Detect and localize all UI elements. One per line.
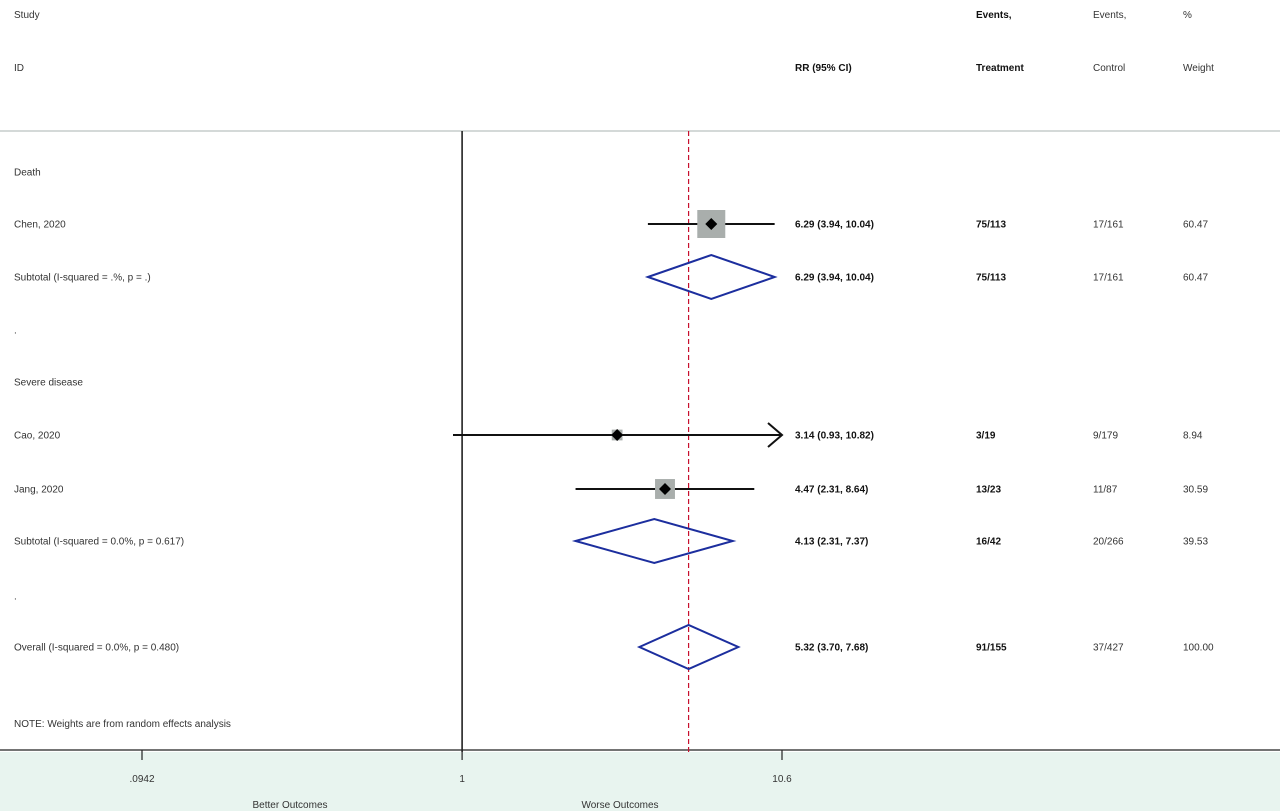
row-weight: 60.47 <box>1183 273 1208 284</box>
header-events-treatment-2: Treatment <box>976 63 1024 74</box>
ci-arrow <box>767 422 784 448</box>
x-tick-label: .0942 <box>129 774 154 785</box>
point-estimate <box>705 218 718 230</box>
row-label: Death <box>14 168 41 179</box>
header-weight-1: % <box>1183 10 1192 21</box>
row-events-treatment: 3/19 <box>976 431 996 442</box>
row-ci-text: 6.29 (3.94, 10.04) <box>795 273 874 284</box>
subtotal-diamond <box>644 253 778 301</box>
header-events-control-1: Events, <box>1093 10 1126 21</box>
forest-row: Subtotal (I-squared = .%, p = .) 6.29 (3.… <box>14 253 1208 301</box>
reference-lines <box>461 131 690 752</box>
footer-band <box>0 752 1280 811</box>
header-events-control-2: Control <box>1093 63 1125 74</box>
row-label: . <box>14 592 17 603</box>
header-id: ID <box>14 63 24 74</box>
row-weight: 39.53 <box>1183 537 1208 548</box>
footer-better: Better Outcomes <box>252 800 327 811</box>
row-events-control: 17/161 <box>1093 273 1124 284</box>
row-events-control: 17/161 <box>1093 220 1124 231</box>
forest-row: Chen, 2020 6.29 (3.94, 10.04) 75/113 17/161… <box>14 210 1208 238</box>
header-weight-2: Weight <box>1183 63 1214 74</box>
forest-row: Cao, 2020 3.14 (0.93, 10.82) 3/19 9/179 8.94 <box>14 422 1203 448</box>
row-label: Severe disease <box>14 378 83 389</box>
x-tick-label: 1 <box>459 774 465 785</box>
row-weight: 60.47 <box>1183 220 1208 231</box>
x-axis: .0942 1 10.6 <box>129 750 792 785</box>
forest-row: Death <box>14 168 41 179</box>
row-events-treatment: 91/155 <box>976 643 1007 654</box>
row-events-control: 20/266 <box>1093 537 1124 548</box>
row-events-treatment: 13/23 <box>976 485 1001 496</box>
footer-worse: Worse Outcomes <box>581 800 658 811</box>
header-rr: RR (95% CI) <box>795 63 852 74</box>
row-ci-text: 3.14 (0.93, 10.82) <box>795 431 874 442</box>
point-estimate <box>658 483 671 495</box>
row-label: Subtotal (I-squared = 0.0%, p = 0.617) <box>14 537 184 548</box>
forest-row: . <box>14 592 17 603</box>
forest-row: Overall (I-squared = 0.0%, p = 0.480) 5.3… <box>14 623 1214 671</box>
note-text: NOTE: Weights are from random effects an… <box>14 719 231 730</box>
row-events-treatment: 75/113 <box>976 273 1006 284</box>
row-events-control: 11/87 <box>1093 485 1118 496</box>
row-label: Chen, 2020 <box>14 220 66 231</box>
study-rows: Death Chen, 2020 6.29 (3.94, 10.04) 75/113 1… <box>14 168 1214 671</box>
header-study: Study <box>14 10 40 21</box>
row-events-control: 37/427 <box>1093 643 1124 654</box>
row-events-treatment: 16/42 <box>976 537 1001 548</box>
row-label: Overall (I-squared = 0.0%, p = 0.480) <box>14 643 179 654</box>
row-label: . <box>14 326 17 337</box>
header-events-treatment-1: Events, <box>976 10 1012 21</box>
row-weight: 8.94 <box>1183 431 1203 442</box>
forest-row: Subtotal (I-squared = 0.0%, p = 0.617) 4.… <box>14 517 1208 565</box>
forest-row: . <box>14 326 17 337</box>
row-events-treatment: 75/113 <box>976 220 1006 231</box>
row-label: Cao, 2020 <box>14 431 61 442</box>
row-ci-text: 5.32 (3.70, 7.68) <box>795 643 868 654</box>
row-weight: 100.00 <box>1183 643 1214 654</box>
row-label: Jang, 2020 <box>14 485 64 496</box>
row-label: Subtotal (I-squared = .%, p = .) <box>14 273 151 284</box>
point-estimate <box>611 429 624 441</box>
x-tick-label: 10.6 <box>772 774 792 785</box>
overall-diamond <box>636 623 741 671</box>
subtotal-diamond <box>571 517 737 565</box>
row-ci-text: 4.47 (2.31, 8.64) <box>795 485 868 496</box>
row-weight: 30.59 <box>1183 485 1208 496</box>
forest-row: Severe disease <box>14 378 83 389</box>
row-ci-text: 6.29 (3.94, 10.04) <box>795 220 874 231</box>
row-events-control: 9/179 <box>1093 431 1118 442</box>
row-ci-text: 4.13 (2.31, 7.37) <box>795 537 868 548</box>
forest-row: Jang, 2020 4.47 (2.31, 8.64) 13/23 11/87 30.… <box>14 479 1208 499</box>
